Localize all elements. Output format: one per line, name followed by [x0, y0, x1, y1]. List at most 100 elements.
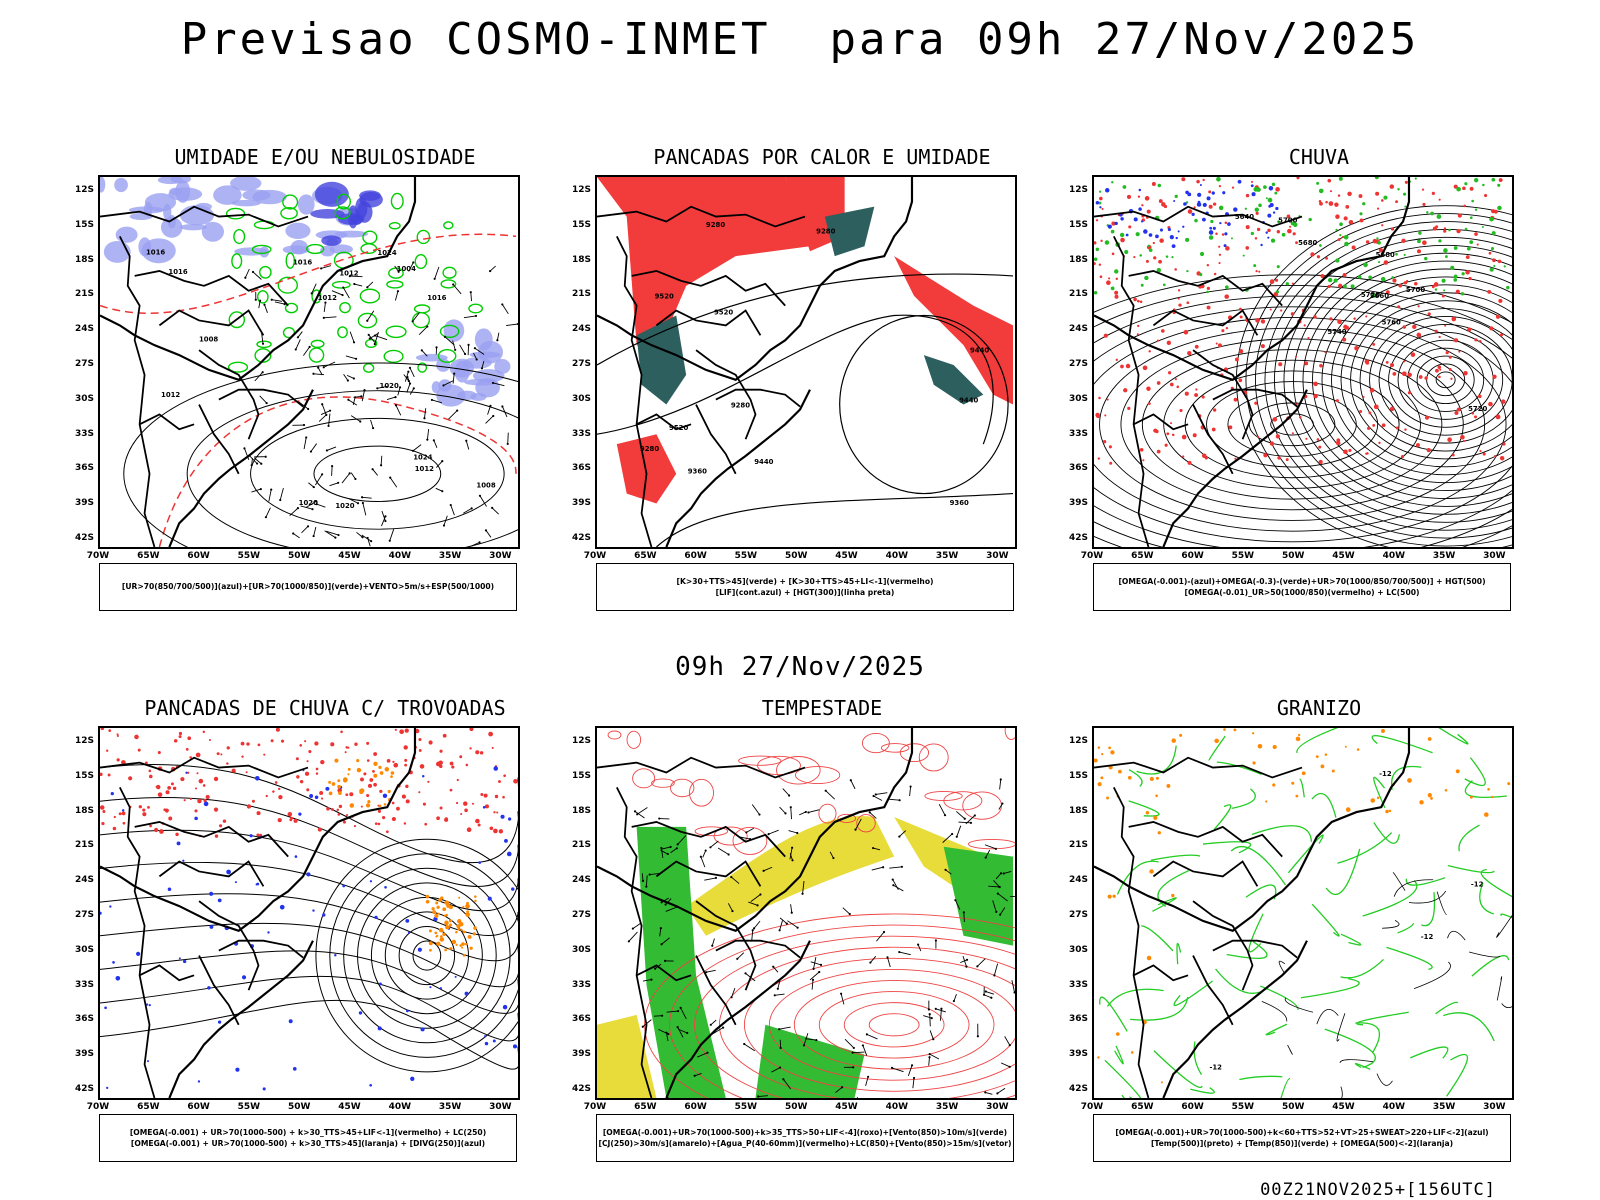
- humidity-green-contour: [386, 280, 404, 289]
- rain-red-mark: [1194, 393, 1199, 397]
- precipitable-water-contour: [669, 924, 1015, 1098]
- wind-vector: [892, 884, 895, 887]
- wind-vector: [791, 859, 794, 862]
- divergence-blue-mark: [406, 1009, 409, 1013]
- humidity-green-contour: [331, 280, 351, 289]
- wind-vector: [667, 1032, 670, 1036]
- wind-vector: [801, 892, 804, 895]
- rain-red-mark: [1313, 381, 1318, 387]
- storm-red-mark: [418, 737, 422, 742]
- rain-red-mark: [1376, 207, 1380, 210]
- storm-red-mark: [337, 788, 342, 793]
- storm-orange-mark: [432, 910, 437, 915]
- hail-orange-mark: [1295, 736, 1301, 742]
- storm-red-mark: [203, 798, 207, 803]
- storm-red-mark: [372, 770, 375, 773]
- wind-vector: [475, 358, 478, 361]
- rain-blue-mark: [1212, 226, 1216, 230]
- rain-red-mark: [1313, 315, 1317, 319]
- wind-vector: [248, 454, 258, 464]
- wind-vector: [840, 992, 843, 995]
- temperature-850-contour: [1128, 769, 1143, 787]
- rain-red-mark: [1221, 233, 1225, 236]
- wind-vector: [852, 1046, 855, 1050]
- storm-red-mark: [257, 743, 261, 747]
- wind-vector: [697, 1052, 708, 1058]
- lat-tick-label: 42S: [571, 533, 591, 543]
- wind-vector: [988, 885, 1000, 888]
- rain-red-mark: [1272, 417, 1278, 422]
- wind-vector: [999, 778, 1002, 781]
- rain-red-mark: [1392, 372, 1397, 376]
- storm-red-mark: [319, 791, 324, 795]
- wind-vector: [659, 927, 662, 930]
- wind-vector: [648, 873, 651, 876]
- rain-green-mark: [1194, 218, 1198, 223]
- storm-orange-mark: [444, 900, 450, 906]
- wind-vector: [411, 449, 415, 452]
- temperature-850-contour: [1190, 1087, 1215, 1094]
- rain-red-mark: [1278, 362, 1283, 367]
- storm-red-mark: [427, 780, 430, 783]
- wind-vector: [743, 1043, 756, 1052]
- rain-green-mark: [1110, 229, 1115, 234]
- wind-vector: [898, 835, 901, 838]
- rain-red-mark: [1239, 315, 1243, 319]
- country-border: [119, 786, 156, 1098]
- rain-green-mark: [1489, 216, 1494, 222]
- wind-vector: [270, 488, 273, 491]
- country-border: [1192, 955, 1234, 1026]
- wind-vector: [443, 380, 454, 386]
- humidity-green-contour: [390, 192, 404, 210]
- rain-green-mark: [1156, 267, 1162, 273]
- rain-red-mark: [1228, 425, 1233, 430]
- hail-orange-mark: [1149, 776, 1154, 781]
- lon-tick-label: 40W: [885, 551, 909, 561]
- rain-red-mark: [1245, 225, 1250, 230]
- wind-vector: [347, 398, 350, 401]
- country-border: [616, 786, 653, 1098]
- rain-green-mark: [1185, 237, 1190, 242]
- storm-red-mark: [226, 762, 229, 765]
- temperature-850-contour: [1265, 1023, 1288, 1036]
- country-border: [695, 404, 737, 475]
- rain-red-mark: [1260, 319, 1266, 324]
- lat-tick-label: 36S: [74, 1014, 94, 1025]
- wind-vector: [777, 979, 781, 989]
- rain-blue-mark: [1250, 184, 1254, 188]
- coastline: [1094, 728, 1411, 933]
- wind-vector: [491, 381, 495, 384]
- wind-vector: [750, 894, 761, 902]
- coastline-south: [1162, 940, 1308, 1098]
- humidity-green-contour: [228, 311, 246, 329]
- wind-vector: [757, 1095, 760, 1098]
- wind-vector: [324, 530, 336, 538]
- rain-green-mark: [1270, 238, 1276, 243]
- rain-red-mark: [1369, 387, 1375, 393]
- storm-red-mark: [459, 755, 463, 759]
- storm-red-mark: [185, 748, 189, 751]
- divergence-blue-mark: [487, 896, 492, 901]
- rain-red-mark: [1238, 378, 1243, 383]
- lon-tick-label: 65W: [137, 551, 160, 561]
- rain-red-mark: [1274, 278, 1279, 282]
- wind-vector: [983, 994, 992, 999]
- humidity-green-contour: [282, 194, 299, 210]
- temperature-500-contour: [1501, 1003, 1512, 1008]
- wind-vector: [928, 1056, 931, 1059]
- rain-red-mark: [1290, 312, 1295, 316]
- panel-map: 12S 15S 18S 21S 24S 27S 30S 33S 36S 39S 42S 70W 65W…: [572, 726, 1017, 1112]
- wind-vector: [977, 958, 986, 967]
- rain-red-mark: [1215, 232, 1218, 236]
- rain-red-mark: [1208, 204, 1213, 209]
- divergence-blue-mark: [100, 911, 102, 915]
- rain-red-mark: [1347, 191, 1352, 197]
- precipitable-water-contour: [694, 826, 729, 837]
- rain-blue-mark: [1223, 244, 1227, 248]
- rain-red-mark: [1245, 193, 1250, 198]
- streamline: [100, 763, 518, 864]
- rain-red-mark: [1441, 294, 1445, 298]
- rain-red-mark: [1269, 308, 1272, 311]
- wind-vector: [435, 487, 443, 492]
- divergence-blue-mark: [136, 951, 141, 956]
